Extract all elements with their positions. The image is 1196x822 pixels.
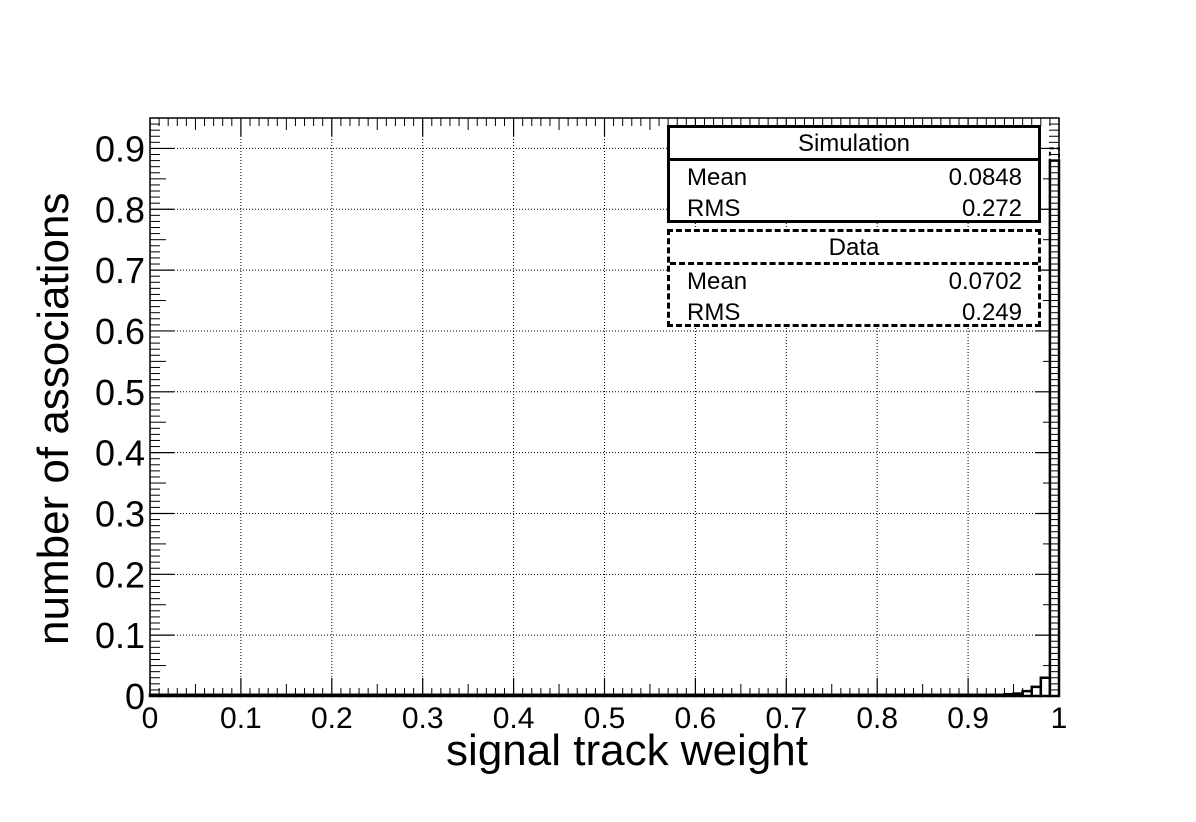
x-tick-label: 0 — [142, 702, 159, 735]
x-tick-label: 0.6 — [675, 702, 717, 735]
y-tick-label: 0 — [125, 676, 145, 717]
data-stats-title: Data — [670, 232, 1038, 265]
y-tick-label: 0.3 — [95, 493, 145, 534]
y-tick-label: 0.7 — [95, 250, 145, 291]
simulation-stats-box: Simulation Mean 0.0848 RMS 0.272 — [667, 125, 1041, 223]
y-tick-label: 0.1 — [95, 615, 145, 656]
x-tick-label: 0.2 — [311, 702, 353, 735]
x-tick-label: 0.7 — [765, 702, 807, 735]
simulation-mean-value: 0.0848 — [948, 164, 1022, 191]
x-tick-label: 0.1 — [220, 702, 262, 735]
simulation-stats-title: Simulation — [670, 128, 1038, 161]
simulation-mean-label: Mean — [687, 164, 748, 191]
simulation-rms-value: 0.272 — [961, 195, 1022, 222]
x-tick-label: 0.9 — [947, 702, 989, 735]
x-tick-label: 1 — [1051, 702, 1068, 735]
y-tick-label: 0.2 — [95, 554, 145, 595]
data-stats-box: Data Mean 0.0702 RMS 0.249 — [667, 229, 1041, 327]
data-rms-label: RMS — [687, 299, 741, 326]
y-axis-label: number of associations — [29, 193, 78, 645]
y-tick-label: 0.9 — [95, 128, 145, 169]
x-axis-label: signal track weight — [446, 726, 808, 775]
x-tick-label: 0.8 — [856, 702, 898, 735]
x-tick-label: 0.5 — [584, 702, 626, 735]
simulation-bar — [1030, 685, 1043, 698]
data-mean-label: Mean — [687, 268, 748, 295]
tick-labels: 0 0.1 0.2 0.3 0.4 0.5 0.6 0.7 0.8 0.9 1 0 0.1 0.2 0.3 0… — [95, 128, 1067, 735]
simulation-rms-row: RMS 0.272 — [670, 192, 1038, 223]
data-rms-value: 0.249 — [961, 299, 1022, 326]
simulation-bar — [1039, 676, 1052, 698]
y-tick-label: 0.6 — [95, 311, 145, 352]
y-tick-label: 0.5 — [95, 372, 145, 413]
x-tick-label: 0.4 — [493, 702, 535, 735]
y-tick-label: 0.4 — [95, 433, 145, 474]
data-mean-value: 0.0702 — [948, 268, 1022, 295]
axis-ticks — [149, 117, 1060, 697]
y-tick-label: 0.8 — [95, 189, 145, 230]
simulation-mean-row: Mean 0.0848 — [670, 161, 1038, 192]
x-tick-label: 0.3 — [402, 702, 444, 735]
data-rms-row: RMS 0.249 — [670, 296, 1038, 327]
simulation-rms-label: RMS — [687, 195, 741, 222]
data-mean-row: Mean 0.0702 — [670, 265, 1038, 296]
